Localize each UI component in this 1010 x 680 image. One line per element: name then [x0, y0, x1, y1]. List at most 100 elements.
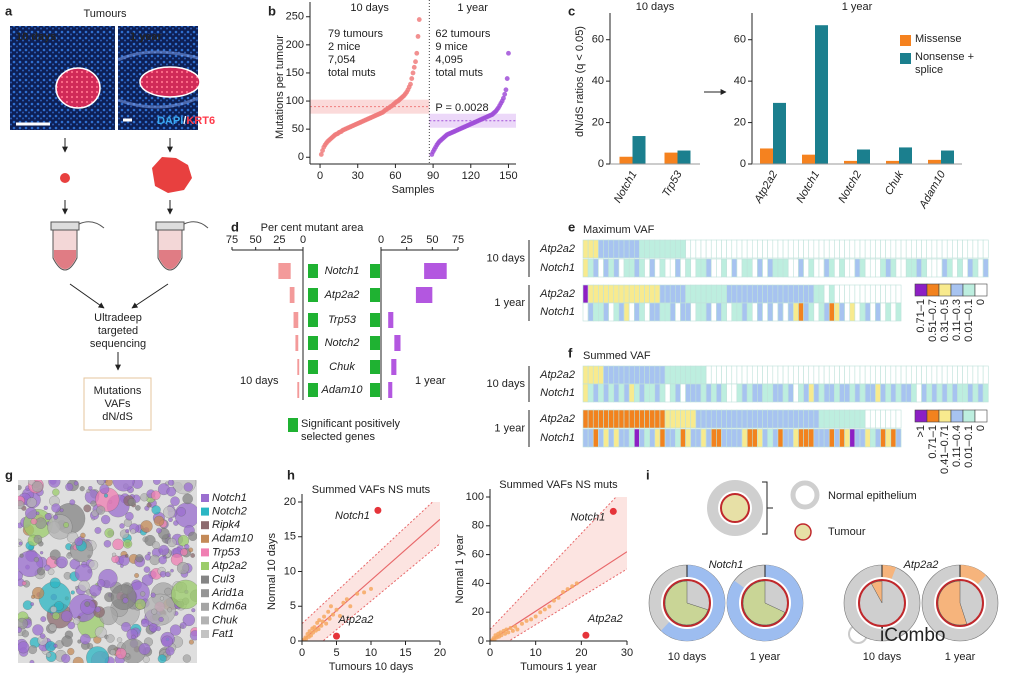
heat-cell: [592, 284, 599, 304]
heat-cell: [757, 428, 763, 448]
heat-cell: [957, 383, 963, 403]
heat-cell: [839, 239, 845, 259]
heat-cell: [746, 365, 753, 385]
significance-mark: [370, 336, 380, 350]
output-box: [83, 377, 152, 431]
arrow: [69, 283, 105, 309]
point: [551, 598, 556, 603]
heat-cell: [962, 239, 969, 259]
bar: [760, 148, 773, 164]
row-label: Atp2a2: [539, 413, 575, 425]
heat-cell: [598, 284, 604, 304]
clone: [143, 566, 151, 573]
heat-cell: [618, 284, 625, 304]
heat-cell: [834, 365, 840, 385]
point: [499, 633, 504, 638]
clone: [182, 493, 193, 505]
clone: [43, 505, 48, 510]
heat-cell: [751, 383, 758, 403]
clone: [25, 507, 37, 520]
heat-cell: [598, 428, 604, 448]
heat-cell: [844, 302, 851, 322]
heat-cell: [767, 302, 774, 322]
heat-cell: [675, 302, 681, 322]
heat-cell: [592, 302, 599, 322]
heat-cell: [716, 383, 722, 403]
point: [410, 70, 416, 76]
heat-cell: [798, 284, 804, 304]
heat-cell: [854, 428, 861, 448]
heat-cell: [705, 302, 712, 322]
heat-cell: [746, 302, 753, 322]
panel-letter: h: [287, 467, 295, 482]
heat-cell: [982, 383, 989, 403]
legend-entry-text: Significant positively selected genes: [301, 418, 401, 443]
heat-cell: [603, 383, 609, 403]
point: [513, 624, 518, 629]
heat-cell: [736, 239, 743, 259]
heat-cell: [762, 409, 768, 429]
heat-cell: [849, 284, 856, 304]
heat-cell: [962, 365, 969, 385]
legend-entry: Chuk: [212, 614, 238, 626]
heat-cell: [644, 383, 650, 403]
point: [503, 87, 509, 93]
category-label: Notch1: [325, 265, 360, 277]
clone: [106, 634, 115, 643]
clone: [84, 601, 90, 607]
legend-swatch: [974, 409, 988, 423]
heat-cell: [716, 258, 722, 278]
highlight-point: [374, 506, 382, 514]
heat-cell: [633, 365, 640, 385]
group-label: 10 days: [486, 252, 525, 264]
heat-cell: [839, 428, 845, 448]
point: [324, 621, 329, 626]
clone: [189, 630, 197, 641]
heat-cell: [726, 258, 733, 278]
legend-swatch: [962, 409, 976, 423]
legend-swatch: [201, 589, 209, 598]
heat-cell: [895, 383, 902, 403]
clone: [111, 552, 117, 557]
heat-cell: [690, 409, 697, 429]
heat-cell: [628, 383, 635, 403]
heat-cell: [618, 302, 625, 322]
point: [502, 91, 508, 97]
heat-cell: [582, 409, 589, 429]
heat-cell: [849, 365, 856, 385]
point: [547, 604, 552, 609]
normal-icon: [790, 480, 820, 510]
heat-cell: [762, 258, 768, 278]
heat-cell: [772, 383, 779, 403]
heat-cell: [751, 409, 758, 429]
tumour-outline: [139, 66, 201, 98]
annotation: total muts: [328, 67, 376, 79]
output-text: Mutations: [94, 385, 142, 397]
heat-cell: [798, 365, 804, 385]
y-axis-label: Normal 10 days: [266, 532, 278, 610]
point: [519, 621, 524, 626]
heat-cell: [803, 383, 810, 403]
heat-cell: [941, 239, 948, 259]
clone: [18, 541, 23, 546]
heat-cell: [675, 428, 681, 448]
tube: [50, 221, 105, 271]
significance-mark: [308, 360, 318, 374]
clone: [65, 483, 74, 491]
heat-cell: [941, 258, 948, 278]
image-label: 1 year: [130, 31, 163, 43]
panel-letter: f: [568, 345, 573, 360]
group-label: 10 days: [486, 378, 525, 390]
heat-cell: [869, 428, 876, 448]
gene-label: Atp2a2: [903, 559, 939, 571]
heat-cell: [659, 239, 666, 259]
legend-entry: Normal epithelium: [828, 490, 917, 502]
heat-cell: [967, 239, 974, 259]
clone: [152, 541, 160, 549]
heat-cell: [592, 383, 599, 403]
heat-cell: [813, 258, 820, 278]
heat-cell: [603, 284, 609, 304]
heat-cell: [710, 239, 717, 259]
heat-cell: [680, 409, 686, 429]
y-tick-label: 40: [472, 577, 484, 589]
